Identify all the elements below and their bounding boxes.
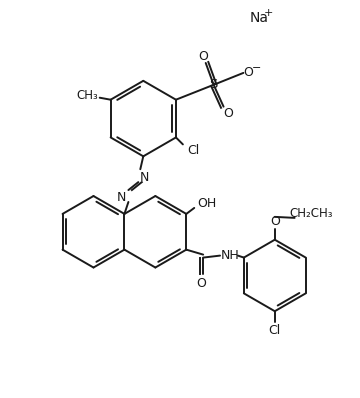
Text: −: − — [252, 63, 261, 73]
Text: Na: Na — [249, 11, 269, 25]
Text: N: N — [117, 191, 126, 203]
Text: Cl: Cl — [188, 144, 200, 157]
Text: O: O — [198, 49, 208, 62]
Text: OH: OH — [198, 197, 217, 211]
Text: CH₂CH₃: CH₂CH₃ — [290, 207, 333, 220]
Text: Cl: Cl — [269, 324, 281, 337]
Text: +: + — [264, 8, 273, 18]
Text: S: S — [210, 78, 218, 91]
Text: N: N — [140, 171, 149, 183]
Text: O: O — [224, 107, 234, 120]
Text: O: O — [270, 215, 280, 228]
Text: CH₃: CH₃ — [76, 89, 98, 102]
Text: O: O — [196, 277, 206, 290]
Text: NH: NH — [221, 249, 239, 262]
Text: O: O — [243, 66, 253, 79]
